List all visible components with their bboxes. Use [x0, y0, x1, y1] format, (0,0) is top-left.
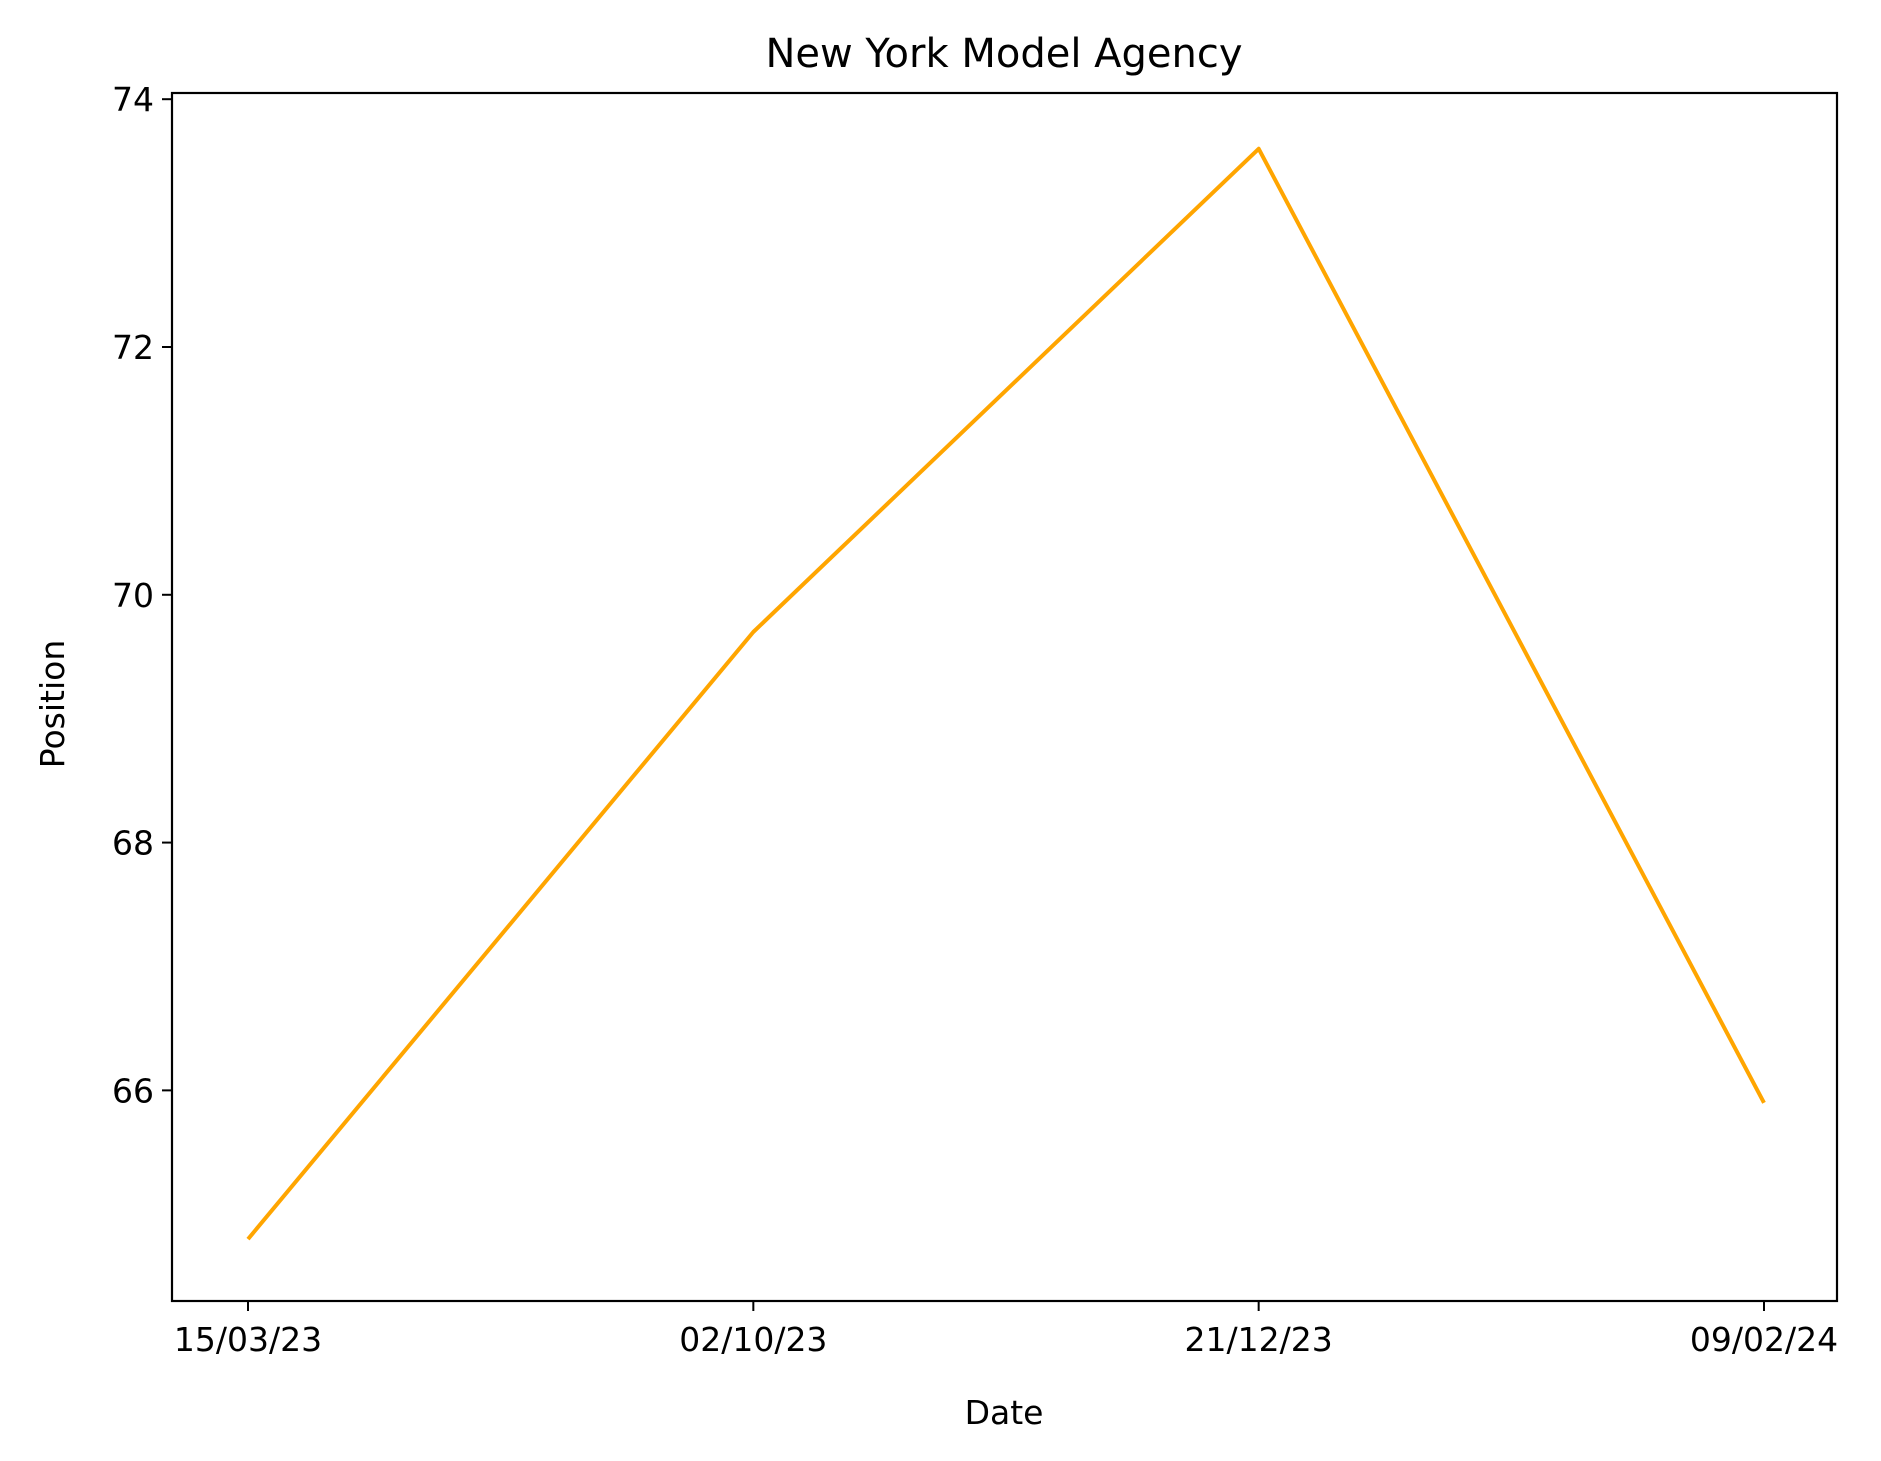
y-axis-label: Position	[33, 640, 72, 769]
x-tick-label: 15/03/23	[174, 1320, 322, 1359]
plot-area	[246, 146, 1766, 1241]
y-tick-label: 70	[112, 576, 154, 615]
x-axis-label: Date	[965, 1393, 1044, 1432]
y-tick-label: 72	[112, 328, 154, 367]
x-tick-label: 21/12/23	[1185, 1320, 1333, 1359]
chart-title: New York Model Agency	[765, 31, 1242, 77]
y-tick-label: 68	[112, 824, 154, 863]
x-axis: 15/03/23 02/10/23 21/12/23 09/02/24	[174, 1301, 1838, 1359]
y-tick-label: 66	[112, 1071, 154, 1110]
y-tick-label: 74	[112, 80, 154, 119]
plot-frame	[170, 91, 1839, 1303]
x-tick-label: 09/02/24	[1690, 1320, 1838, 1359]
series-line	[246, 146, 1766, 1241]
x-tick-label: 02/10/23	[679, 1320, 827, 1359]
y-axis: 66 68 70 72 74	[112, 80, 172, 1110]
